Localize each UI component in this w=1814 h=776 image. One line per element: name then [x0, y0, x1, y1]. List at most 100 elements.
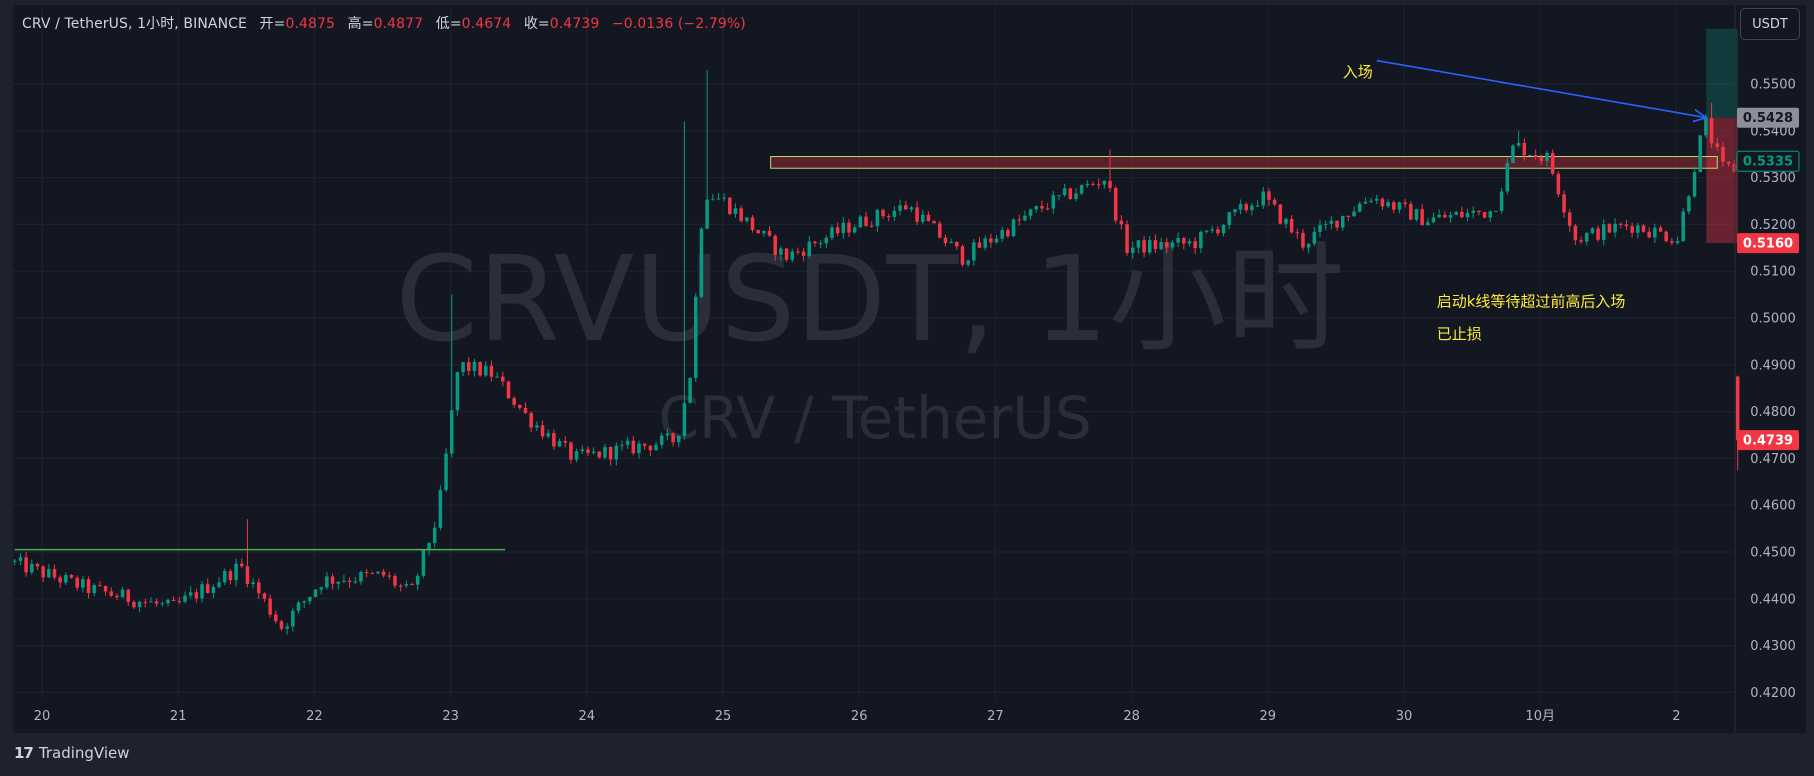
candle-body: [1602, 224, 1606, 240]
candle-body: [1153, 240, 1158, 250]
candle-body: [682, 402, 687, 436]
time-tick-label: 29: [1260, 709, 1277, 724]
time-tick-label: 2: [1672, 709, 1680, 724]
candle-body: [1278, 204, 1283, 224]
candle-body: [881, 209, 885, 217]
candle-body: [1698, 135, 1702, 173]
candle-body: [1414, 209, 1419, 220]
candle-body: [1465, 212, 1470, 218]
candle-body: [955, 241, 959, 247]
candle-body: [1301, 232, 1305, 248]
candle-body: [1233, 209, 1237, 213]
candle-body: [1040, 206, 1044, 209]
candle-body: [234, 563, 238, 581]
candle-body: [699, 228, 704, 297]
time-axis-area[interactable]: [13, 699, 1806, 733]
candle-body: [796, 251, 800, 253]
price-label-last-box[interactable]: [1737, 430, 1799, 451]
candle-body: [1533, 155, 1538, 157]
candle-body: [1386, 202, 1390, 207]
plot-area[interactable]: [13, 5, 1735, 699]
position-profit-zone[interactable]: [1706, 28, 1738, 118]
candle-body: [1068, 188, 1073, 200]
candle-body: [1238, 204, 1243, 210]
price-label-entry: 0.5335: [1743, 155, 1793, 170]
candle-body: [1494, 211, 1498, 213]
time-tick-label: 28: [1123, 709, 1140, 724]
annotation-text-1[interactable]: 入场: [1343, 63, 1373, 81]
candle-body: [1681, 211, 1685, 241]
candle-body: [642, 443, 647, 446]
legend-symbol[interactable]: CRV / TetherUS, 1小时, BINANCE: [22, 16, 247, 32]
candle-body: [733, 208, 738, 214]
candle-body: [1204, 230, 1209, 232]
candle-body: [1363, 201, 1368, 204]
candle-body: [1641, 225, 1646, 232]
candle-body: [1289, 218, 1294, 233]
candle-body: [909, 207, 914, 210]
candle-body: [217, 582, 221, 587]
candle-body: [251, 582, 255, 585]
tradingview-logo[interactable]: 17 TradingView: [14, 744, 130, 762]
price-label-stop-box[interactable]: [1737, 233, 1799, 254]
candle-body: [1000, 230, 1004, 239]
candle-body: [1556, 173, 1561, 195]
candle-body: [296, 602, 301, 611]
candle-body: [818, 243, 823, 245]
candle-body: [308, 596, 312, 602]
candle-body: [977, 242, 982, 248]
candle-body: [359, 572, 363, 582]
time-tick-label: 23: [442, 709, 459, 724]
currency-button[interactable]: USDT: [1740, 8, 1800, 40]
candle-body: [966, 260, 970, 265]
candle-body: [711, 199, 715, 201]
candle-body: [1647, 231, 1651, 238]
price-label-entry-box[interactable]: [1736, 150, 1800, 172]
candle-body: [932, 221, 936, 224]
candle-body: [1471, 210, 1475, 213]
candle-body: [1227, 212, 1231, 226]
candle-body: [1113, 187, 1118, 221]
candle-body: [461, 362, 465, 373]
candle-body: [1692, 172, 1697, 197]
chart-legend: CRV / TetherUS, 1小时, BINANCE 开=0.4875 高=…: [22, 13, 746, 33]
candle-body: [1028, 209, 1033, 216]
candle-body: [427, 543, 431, 551]
resistance-zone[interactable]: [770, 156, 1718, 169]
candle-body: [325, 576, 329, 588]
candle-body: [557, 440, 562, 447]
legend-open-label: 开=: [259, 16, 286, 32]
candle-body: [336, 581, 340, 584]
candle-body: [353, 581, 358, 583]
annotation-text-2[interactable]: 启动k线等待超过前高后入场: [1437, 292, 1626, 310]
candle-body: [1170, 242, 1175, 248]
candle-body: [1590, 228, 1595, 234]
candle-body: [790, 251, 794, 260]
candle-body: [1607, 224, 1612, 233]
arrow-line[interactable]: [1376, 59, 1707, 119]
candle-body: [1295, 232, 1300, 234]
candle-body: [835, 227, 840, 234]
candle-body: [177, 600, 182, 602]
candle-body: [1448, 214, 1453, 218]
candle-body: [1210, 229, 1214, 231]
candle-body: [149, 601, 153, 603]
price-tick-label: 0.4800: [1750, 405, 1796, 420]
time-axis[interactable]: 20 21 22 23 24 25 26 27 28 29 30 10月 2: [34, 709, 1681, 724]
candle-body: [535, 425, 539, 428]
candle-body: [1454, 211, 1458, 215]
candle-body: [1721, 146, 1725, 162]
legend-low-label: 低=: [435, 16, 462, 32]
candle-body: [694, 296, 698, 378]
candle-body: [103, 586, 108, 592]
candle-body: [1244, 204, 1248, 211]
candle-body: [240, 563, 244, 567]
candle-body: [75, 577, 79, 588]
candle-body: [654, 444, 658, 451]
price-label-target-box[interactable]: [1737, 107, 1799, 128]
price-axis[interactable]: 0.5500 0.5400 0.5300 0.5200 0.5100 0.5000 0.49…: [1736, 78, 1800, 701]
annotation-text-3[interactable]: 已止损: [1437, 325, 1482, 343]
price-tick-label: 0.5500: [1750, 78, 1796, 93]
